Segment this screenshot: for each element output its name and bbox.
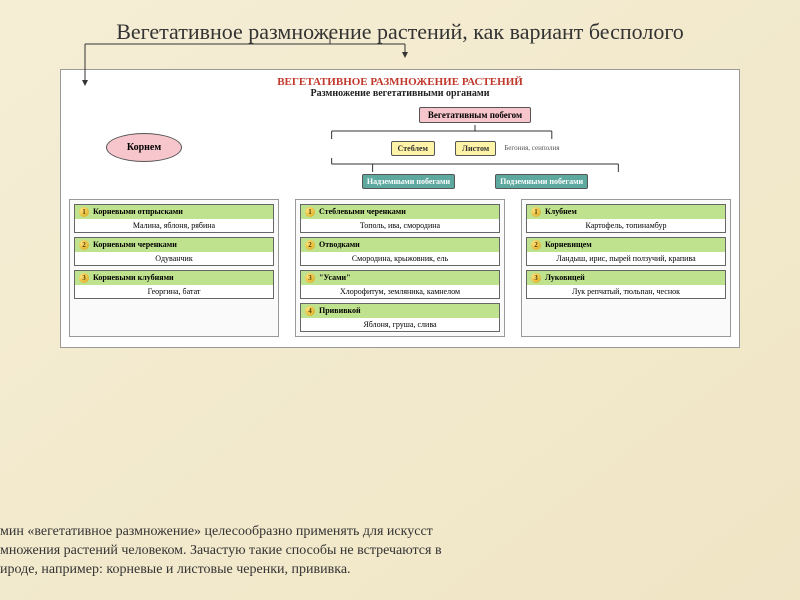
stem-node: Стеблем <box>391 141 435 156</box>
col-item: 2 Отводками Смородина, крыжовник, ель <box>300 237 500 266</box>
number-dot: 1 <box>79 207 89 217</box>
col-item-body: Малина, яблоня, рябина <box>75 219 273 232</box>
leaf-examples: Бегония, сенполия <box>500 144 559 152</box>
col-item-head: 1 Корневыми отпрысками <box>75 205 273 219</box>
col-item-body: Одуванчик <box>75 252 273 265</box>
col-item-head-text: Стеблевыми черенками <box>319 207 406 216</box>
diagram-sub-title: Размножение вегетативными органами <box>69 88 731 99</box>
col-item-body: Яблоня, груша, слива <box>301 318 499 331</box>
col-item-head-text: Корневыми клубнями <box>93 273 174 282</box>
number-dot: 4 <box>305 306 315 316</box>
below-node: Подземными побегами <box>495 174 588 189</box>
number-dot: 3 <box>531 273 541 283</box>
number-dot: 3 <box>305 273 315 283</box>
col-root: 1 Корневыми отпрысками Малина, яблоня, ряб… <box>69 199 279 337</box>
footer-line-2: множения растений человеком. Зачастую та… <box>0 542 442 561</box>
footer-text: мин «вегетативное размножение» целесообр… <box>0 523 454 580</box>
number-dot: 2 <box>531 240 541 250</box>
col-item-head-text: Корневыми черенками <box>93 240 177 249</box>
number-dot: 1 <box>305 207 315 217</box>
col-item: 3 Луковицей Лук репчатый, тюльпан, чеснок <box>526 270 726 299</box>
col-item-body: Лук репчатый, тюльпан, чеснок <box>527 285 725 298</box>
columns: 1 Корневыми отпрысками Малина, яблоня, ряб… <box>69 199 731 337</box>
footer-line-1: мин «вегетативное размножение» целесообр… <box>0 523 442 542</box>
col-item-head: 1 Стеблевыми черенками <box>301 205 499 219</box>
col-item: 3 "Усами" Хлорофитум, земляника, камнелом <box>300 270 500 299</box>
diagram-main-title: ВЕГЕТАТИВНОЕ РАЗМНОЖЕНИЕ РАСТЕНИЙ <box>69 76 731 88</box>
col-item: 4 Прививкой Яблоня, груша, слива <box>300 303 500 332</box>
above-node: Надземными побегами <box>362 174 455 189</box>
footer-line-3: ироде, например: корневые и листовые чер… <box>0 561 442 580</box>
col-item: 2 Корневыми черенками Одуванчик <box>74 237 274 266</box>
col-item-body: Смородина, крыжовник, ель <box>301 252 499 265</box>
col-item-head-text: Прививкой <box>319 306 361 315</box>
number-dot: 2 <box>305 240 315 250</box>
col-item: 1 Стеблевыми черенками Тополь, ива, смород… <box>300 204 500 233</box>
slide-title: Вегетативное размножение растений, как в… <box>0 0 800 61</box>
col-item-body: Хлорофитум, земляника, камнелом <box>301 285 499 298</box>
col-item-body: Тополь, ива, смородина <box>301 219 499 232</box>
number-dot: 2 <box>79 240 89 250</box>
top-node: Вегетативным побегом <box>419 107 531 123</box>
col-item-head: 2 Корневищем <box>527 238 725 252</box>
col-item-head: 3 Луковицей <box>527 271 725 285</box>
col-item-head-text: Корневищем <box>545 240 592 249</box>
col-item-head: 3 "Усами" <box>301 271 499 285</box>
col-item-head-text: Корневыми отпрысками <box>93 207 183 216</box>
col-item: 1 Корневыми отпрысками Малина, яблоня, ряб… <box>74 204 274 233</box>
diagram: ВЕГЕТАТИВНОЕ РАЗМНОЖЕНИЕ РАСТЕНИЙ Размно… <box>60 69 740 348</box>
col-item-head: 1 Клубнем <box>527 205 725 219</box>
number-dot: 3 <box>79 273 89 283</box>
col-item-head: 2 Корневыми черенками <box>75 238 273 252</box>
col-item-body: Ландыш, ирис, пырей ползучий, крапива <box>527 252 725 265</box>
col-item: 2 Корневищем Ландыш, ирис, пырей ползучий,… <box>526 237 726 266</box>
col-item: 3 Корневыми клубнями Георгина, батат <box>74 270 274 299</box>
col-item-head: 3 Корневыми клубнями <box>75 271 273 285</box>
leaf-node: Листом <box>455 141 496 156</box>
col-item-head: 2 Отводками <box>301 238 499 252</box>
root-node: Корнем <box>106 133 182 162</box>
col-item: 1 Клубнем Картофель, топинамбур <box>526 204 726 233</box>
col-item-head-text: Клубнем <box>545 207 577 216</box>
col-above: 1 Стеблевыми черенками Тополь, ива, смород… <box>295 199 505 337</box>
col-item-head-text: Отводками <box>319 240 360 249</box>
col-item-body: Картофель, топинамбур <box>527 219 725 232</box>
col-below: 1 Клубнем Картофель, топинамбур 2 Корневищем… <box>521 199 731 337</box>
col-item-body: Георгина, батат <box>75 285 273 298</box>
col-item-head-text: "Усами" <box>319 273 351 282</box>
col-item-head: 4 Прививкой <box>301 304 499 318</box>
number-dot: 1 <box>531 207 541 217</box>
col-item-head-text: Луковицей <box>545 273 585 282</box>
